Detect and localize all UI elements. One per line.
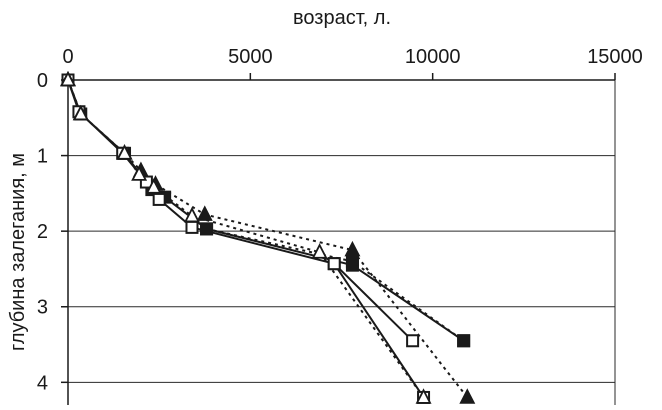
markers-group	[60, 70, 476, 404]
y-tick-label: 0	[37, 70, 48, 92]
axes	[61, 73, 616, 405]
series-line	[67, 79, 469, 399]
data-point-open-square	[185, 220, 199, 234]
data-point-filled-triangle	[459, 388, 476, 404]
data-point-open-triangle	[116, 144, 133, 160]
data-point-filled-square	[200, 222, 214, 236]
x-axis-title: возраст, л.	[293, 7, 391, 29]
y-tick-label: 1	[37, 146, 48, 168]
x-tick-label: 15000	[587, 46, 643, 68]
gridlines	[68, 80, 616, 405]
data-point-filled-square	[457, 334, 471, 348]
x-tick-label: 5000	[228, 46, 273, 68]
data-point-filled-triangle	[196, 205, 213, 221]
data-point-open-triangle	[415, 388, 432, 404]
y-tick-label: 3	[37, 297, 48, 319]
data-point-open-square	[327, 257, 341, 271]
data-point-open-triangle	[131, 165, 148, 181]
data-point-open-triangle	[184, 206, 200, 223]
data-point-open-triangle	[311, 243, 328, 259]
y-axis-title: глубина залегания, м	[7, 153, 29, 351]
data-point-open-square	[406, 334, 420, 348]
series-line	[67, 79, 465, 342]
x-tick-label: 0	[62, 46, 73, 68]
data-point-open-triangle	[145, 178, 162, 194]
y-tick-label: 2	[37, 221, 48, 243]
series-line	[333, 262, 414, 342]
data-point-open-triangle	[60, 70, 76, 87]
data-point-filled-square	[345, 254, 359, 268]
tick-labels: 0 5000 10000 15000 0 1 2 3 4	[37, 46, 643, 394]
y-tick-label: 4	[37, 372, 48, 394]
series-group	[67, 79, 469, 399]
data-point-open-square	[152, 192, 166, 206]
x-tick-label: 10000	[405, 46, 461, 68]
data-point-open-triangle	[72, 104, 89, 121]
